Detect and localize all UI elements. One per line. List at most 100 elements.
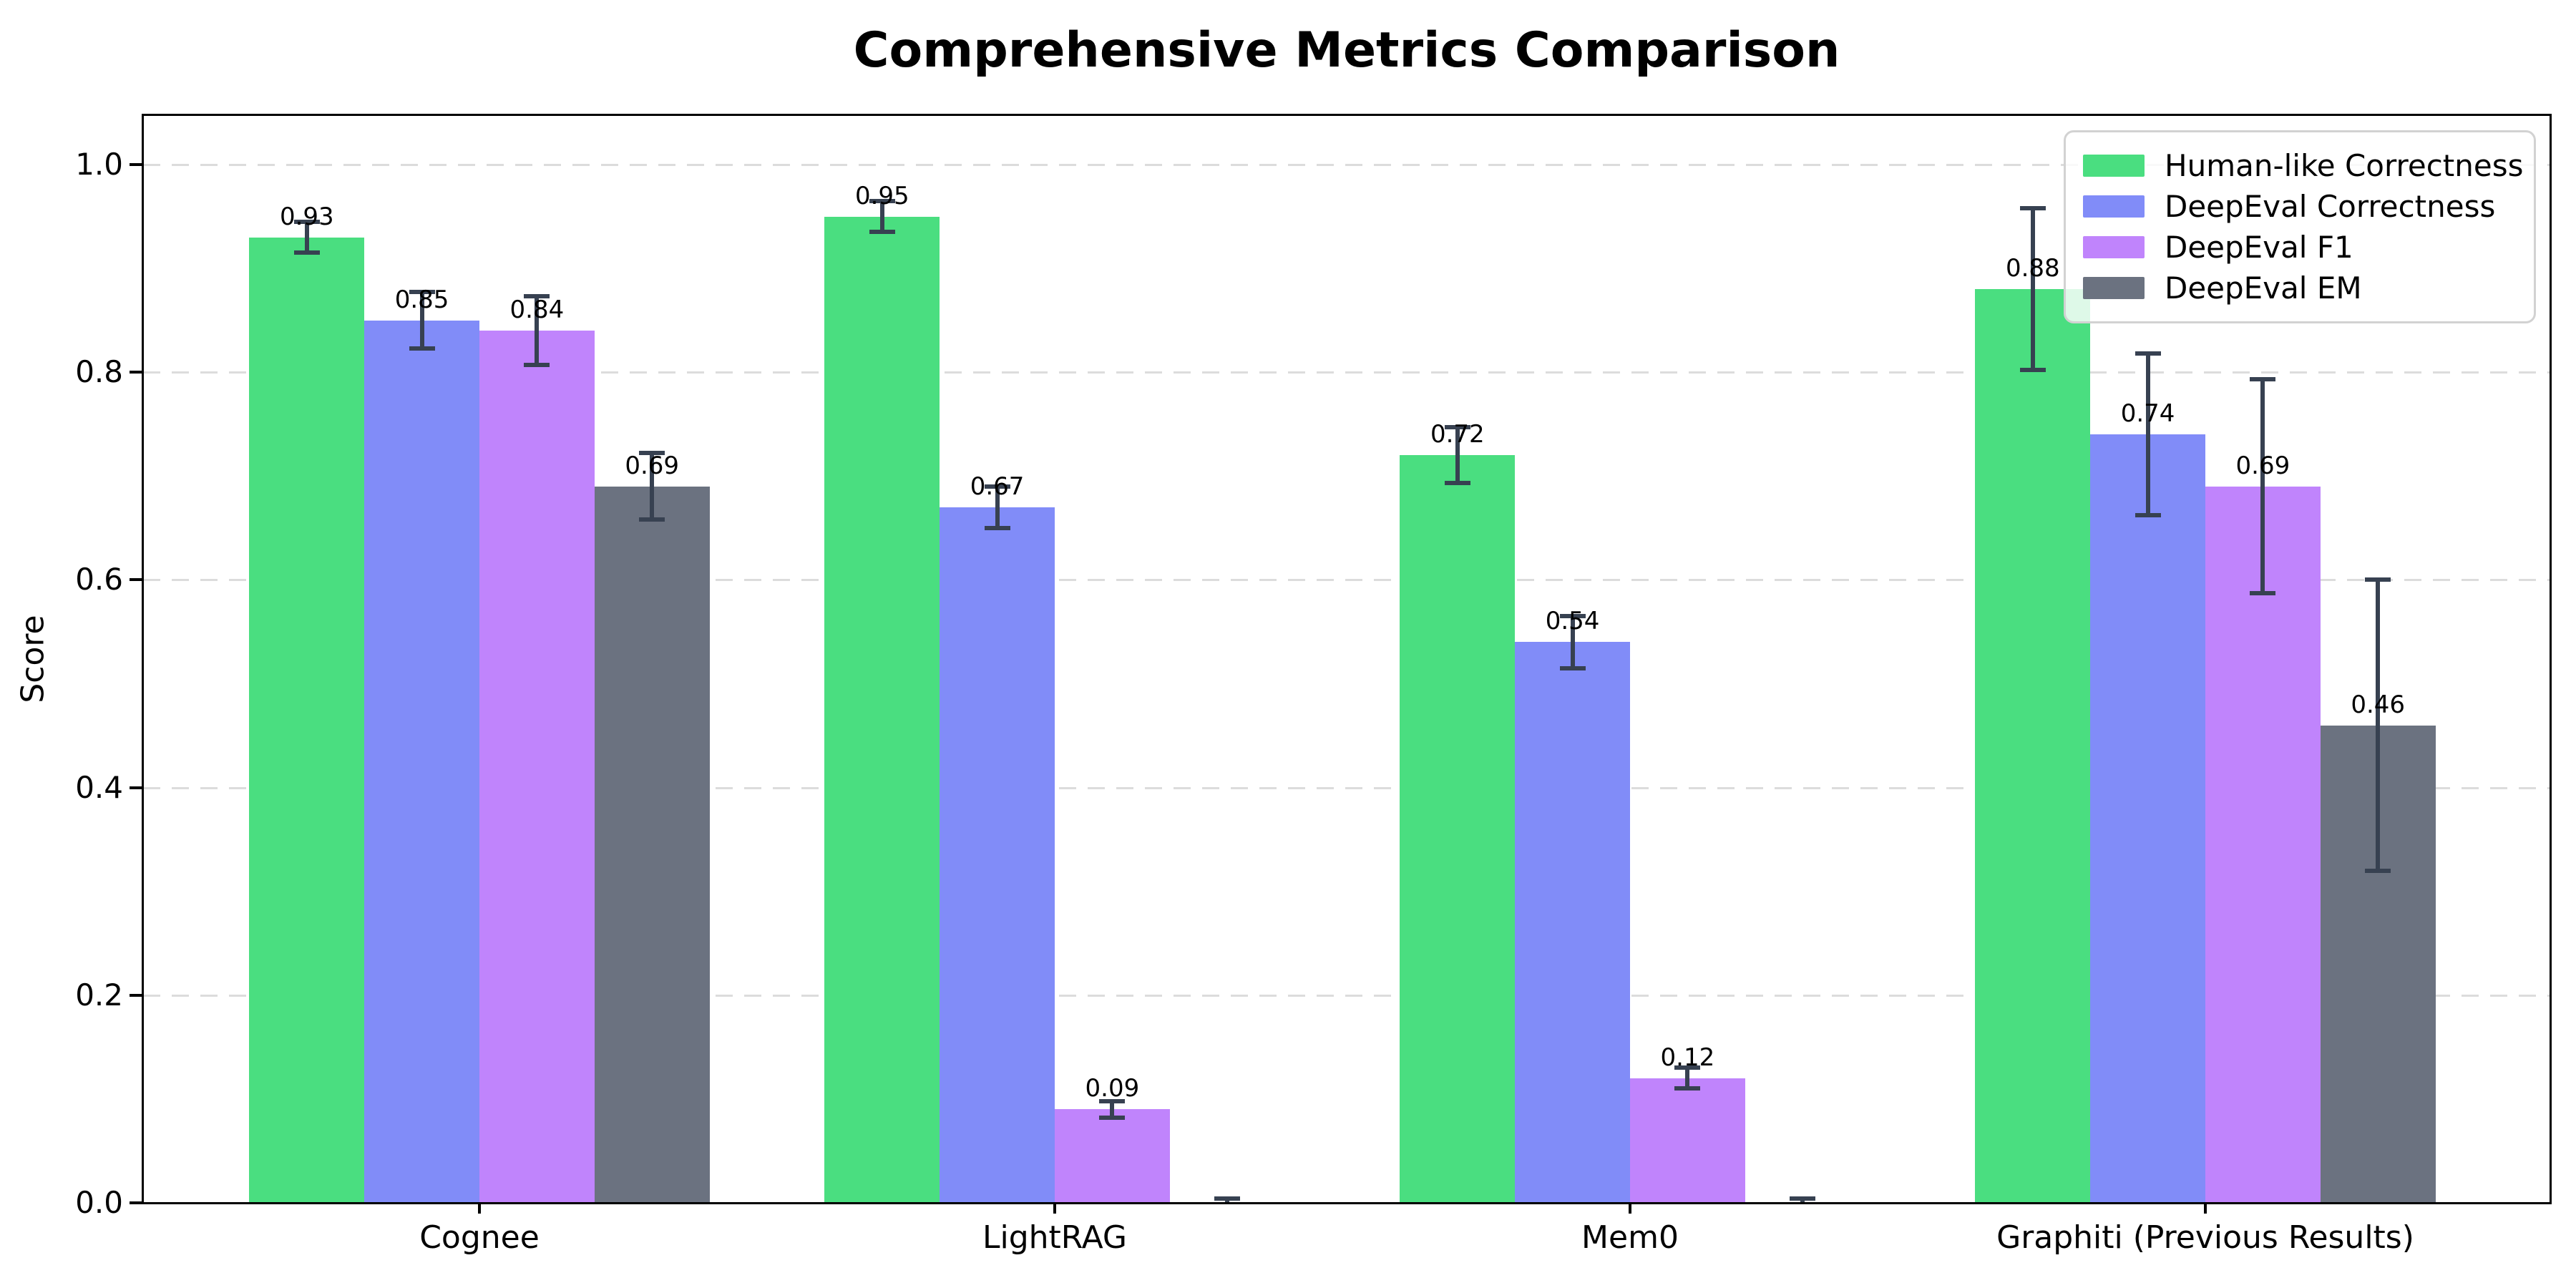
error-bar-cap bbox=[2135, 513, 2161, 518]
gridline bbox=[143, 994, 2550, 997]
y-tick-mark bbox=[130, 993, 143, 997]
error-bar bbox=[995, 486, 1000, 528]
bar-value-label: 0.54 bbox=[1545, 607, 1600, 636]
bar-human-like-correctness bbox=[249, 237, 365, 1203]
x-tick-mark bbox=[2204, 1203, 2207, 1214]
error-bar-cap bbox=[1099, 1116, 1126, 1121]
y-tick-label: 0.2 bbox=[75, 977, 123, 1013]
error-bar-cap bbox=[639, 517, 665, 522]
legend-label: DeepEval EM bbox=[2165, 270, 2362, 306]
bar-value-label: 0.69 bbox=[2235, 451, 2290, 480]
error-bar-cap bbox=[1790, 1196, 1816, 1201]
error-bar-cap bbox=[984, 484, 1010, 489]
x-tick-mark bbox=[478, 1203, 481, 1214]
bar-human-like-correctness bbox=[1975, 289, 2091, 1203]
bar-deepeval-correctness bbox=[1515, 642, 1630, 1203]
bar-value-label: 0.85 bbox=[394, 285, 449, 314]
gridline bbox=[143, 164, 2550, 166]
error-bar-cap bbox=[1559, 665, 1586, 670]
error-bar-cap bbox=[1099, 1098, 1126, 1103]
y-tick-label: 0.6 bbox=[75, 562, 123, 597]
error-bar-cap bbox=[1674, 1086, 1701, 1091]
legend-item: Human-like Correctness bbox=[2083, 145, 2524, 186]
bar-deepeval-f1 bbox=[2205, 486, 2321, 1203]
bar-value-label: 0.95 bbox=[854, 181, 909, 210]
legend-swatch bbox=[2083, 277, 2145, 299]
bar-value-label: 0.09 bbox=[1085, 1074, 1140, 1103]
gridline bbox=[143, 371, 2550, 374]
error-bar bbox=[879, 200, 884, 233]
error-bar bbox=[304, 221, 309, 253]
y-tick-mark bbox=[130, 163, 143, 166]
error-bar-cap bbox=[293, 219, 320, 224]
error-bar-cap bbox=[524, 294, 550, 299]
bar-deepeval-correctness bbox=[940, 507, 1055, 1203]
bar-value-label: 0.84 bbox=[509, 296, 565, 325]
legend-label: DeepEval F1 bbox=[2165, 230, 2353, 265]
error-bar bbox=[2260, 379, 2265, 594]
error-bar-cap bbox=[1444, 425, 1470, 430]
error-bar bbox=[1455, 427, 1460, 484]
legend-label: Human-like Correctness bbox=[2165, 148, 2524, 183]
error-bar-cap bbox=[2365, 868, 2391, 873]
error-bar-cap bbox=[1674, 1065, 1701, 1070]
bar-value-label: 0.69 bbox=[625, 451, 680, 480]
error-bar-cap bbox=[524, 363, 550, 368]
bar-value-label: 0.93 bbox=[279, 202, 334, 231]
x-tick-mark bbox=[1053, 1203, 1056, 1214]
x-tick-mark bbox=[1629, 1203, 1631, 1214]
error-bar-cap bbox=[869, 230, 895, 235]
y-axis-label: Score bbox=[14, 615, 52, 703]
y-tick-label: 0.4 bbox=[75, 769, 123, 805]
error-bar bbox=[2030, 208, 2035, 371]
y-tick-label: 0.8 bbox=[75, 354, 123, 390]
bar-human-like-correctness bbox=[824, 216, 940, 1203]
error-bar bbox=[419, 292, 424, 348]
error-bar bbox=[1570, 616, 1575, 668]
error-bar-cap bbox=[1444, 481, 1470, 486]
error-bar bbox=[2145, 353, 2150, 516]
y-tick-label: 1.0 bbox=[75, 147, 123, 182]
bar-deepeval-em bbox=[594, 486, 710, 1203]
bar-value-label: 0.67 bbox=[970, 472, 1025, 501]
error-bar-cap bbox=[293, 250, 320, 255]
y-tick-mark bbox=[130, 578, 143, 582]
y-tick-label: 0.0 bbox=[75, 1185, 123, 1220]
error-bar-cap bbox=[2019, 368, 2046, 373]
error-bar-cap bbox=[2019, 205, 2046, 210]
bar-deepeval-f1 bbox=[1630, 1078, 1745, 1203]
legend-swatch bbox=[2083, 155, 2145, 177]
legend-swatch bbox=[2083, 236, 2145, 258]
bar-value-label: 0.88 bbox=[2005, 254, 2060, 283]
y-tick-mark bbox=[130, 1201, 143, 1204]
error-bar bbox=[650, 453, 655, 520]
x-category-label: Graphiti (Previous Results) bbox=[1996, 1219, 2414, 1256]
bar-deepeval-f1 bbox=[1055, 1109, 1170, 1203]
bar-human-like-correctness bbox=[1400, 455, 1516, 1203]
error-bar-cap bbox=[984, 525, 1010, 530]
bar-deepeval-correctness bbox=[2090, 434, 2205, 1203]
error-bar-cap bbox=[639, 451, 665, 456]
bar-deepeval-correctness bbox=[364, 320, 479, 1203]
x-category-label: Mem0 bbox=[1581, 1219, 1679, 1256]
legend-item: DeepEval EM bbox=[2083, 268, 2517, 308]
error-bar-cap bbox=[869, 198, 895, 203]
bar-value-label: 0.12 bbox=[1660, 1043, 1715, 1072]
chart-title: Comprehensive Metrics Comparison bbox=[853, 22, 1840, 79]
error-bar bbox=[1685, 1068, 1690, 1089]
error-bar-cap bbox=[409, 346, 435, 351]
y-tick-mark bbox=[130, 371, 143, 374]
legend-item: DeepEval F1 bbox=[2083, 227, 2517, 268]
error-bar-cap bbox=[2250, 591, 2276, 596]
legend-swatch bbox=[2083, 195, 2145, 218]
bar-deepeval-f1 bbox=[479, 331, 595, 1203]
error-bar bbox=[535, 296, 540, 366]
error-bar-cap bbox=[1214, 1196, 1241, 1201]
error-bar-cap bbox=[409, 290, 435, 295]
error-bar-cap bbox=[2135, 351, 2161, 356]
error-bar-cap bbox=[2365, 577, 2391, 582]
x-category-label: LightRAG bbox=[982, 1219, 1128, 1256]
y-tick-mark bbox=[130, 786, 143, 789]
gridline bbox=[143, 579, 2550, 582]
